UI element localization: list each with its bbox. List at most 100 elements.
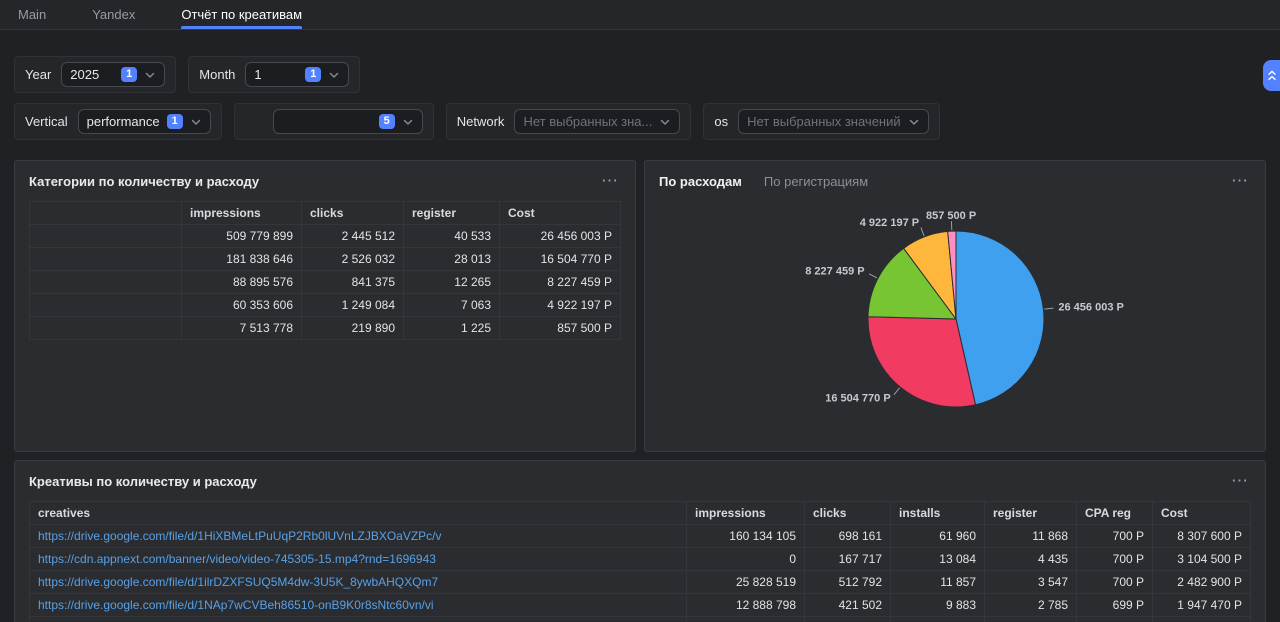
cell: 40 533 [404, 225, 500, 248]
pie-widget-tab-по-расходам[interactable]: По расходам [659, 174, 742, 189]
table-row: 88 895 576841 37512 2658 227 459 P [30, 271, 621, 294]
cell: 219 890 [302, 317, 404, 340]
dashboard: MainYandexОтчёт по креативам Year20251Mo… [0, 0, 1280, 622]
column-header-impressions[interactable]: impressions [182, 202, 302, 225]
filter-select-vertical[interactable]: performance1 [78, 109, 211, 134]
filter-select-month[interactable]: 11 [245, 62, 349, 87]
chevron-down-icon [908, 116, 920, 128]
creative-link[interactable]: https://drive.google.com/file/d/1NAp7wCV… [38, 598, 434, 612]
dashboard-grid: Категории по количеству и расходу ⋯ impr… [0, 160, 1280, 622]
categories-widget-menu-button[interactable]: ⋯ [599, 175, 621, 187]
table-row: 181 838 6462 526 03228 01316 504 770 P [30, 248, 621, 271]
top-navigation: Main Yandex Отчёт по креативам [0, 0, 1280, 30]
cell: 8 307 600 P [1153, 525, 1251, 548]
cell: 167 717 [805, 548, 891, 571]
pie-label-connector [921, 228, 924, 236]
filter-group-vertical: Verticalperformance1 [14, 103, 222, 140]
cell: https://drive.google.com/file/d/1NAp7wCV… [30, 594, 687, 617]
cell: 12 888 798 [687, 594, 805, 617]
filter-count-badge: 1 [167, 114, 183, 129]
cell: 8 370 395 [687, 617, 805, 622]
cell: 2 445 512 [302, 225, 404, 248]
cell: 160 134 105 [687, 525, 805, 548]
cell: 841 375 [302, 271, 404, 294]
cell: 700 P [1077, 571, 1153, 594]
cell: 3 104 500 P [1153, 548, 1251, 571]
column-header-cost[interactable]: Cost [500, 202, 621, 225]
filter-group-os: osНет выбранных значений [703, 103, 939, 140]
filter-select-network[interactable]: Нет выбранных зна... [514, 109, 680, 134]
filter-value: 1 [254, 67, 298, 82]
creatives-widget-menu-button[interactable]: ⋯ [1229, 475, 1251, 487]
cell: 28 013 [404, 248, 500, 271]
column-header-impressions[interactable]: impressions [687, 502, 805, 525]
table-row: https://drive.google.com/file/d/1HiXBMeL… [30, 525, 1251, 548]
dashboard-tab-отчёт-по-креативам[interactable]: Отчёт по креативам [181, 0, 302, 29]
chevron-down-icon [144, 69, 156, 81]
column-header-creatives[interactable]: creatives [30, 502, 687, 525]
categories-table: impressionsclicksregisterCost509 779 899… [29, 201, 621, 340]
filter-select-year[interactable]: 20251 [61, 62, 165, 87]
column-header-register[interactable]: register [404, 202, 500, 225]
dashboard-tab-yandex[interactable]: Yandex [92, 0, 135, 29]
column-header-cost[interactable]: Cost [1153, 502, 1251, 525]
filter-count-badge: 1 [121, 67, 137, 82]
creative-link[interactable]: https://drive.google.com/file/d/1ilrDZXF… [38, 575, 438, 589]
filter-value: Нет выбранных зна... [523, 114, 652, 129]
column-header-register[interactable]: register [985, 502, 1077, 525]
chevron-down-icon [328, 69, 340, 81]
pie-slice-label: 26 456 003 P [1058, 302, 1123, 314]
dashboard-tab-main[interactable]: Main [18, 0, 46, 29]
filter-count-badge: 5 [379, 114, 395, 129]
cell: 1 947 470 P [1153, 594, 1251, 617]
pie-slice-label: 8 227 459 P [805, 266, 864, 278]
creative-link[interactable]: https://drive.google.com/file/d/1HiXBMeL… [38, 529, 442, 543]
cost-pie-chart: 26 456 003 P16 504 770 P8 227 459 P4 922… [659, 201, 1253, 445]
chevron-down-icon [190, 116, 202, 128]
cell: 2 526 032 [302, 248, 404, 271]
cell: 7 063 [404, 294, 500, 317]
cell [30, 294, 182, 317]
cell: 698 161 [805, 525, 891, 548]
filter-select-unnamed[interactable]: 5 [273, 109, 423, 134]
cell [30, 225, 182, 248]
creatives-widget-title: Креативы по количеству и расходу [29, 474, 257, 489]
pie-widget-tab-по-регистрациям[interactable]: По регистрациям [764, 174, 868, 189]
column-header-installs[interactable]: installs [891, 502, 985, 525]
pie-widget-menu-button[interactable]: ⋯ [1229, 175, 1251, 187]
table-row: 60 353 6061 249 0847 0634 922 197 P [30, 294, 621, 317]
cell: 2 482 900 P [1153, 571, 1251, 594]
cell: 700 P [1077, 548, 1153, 571]
table-row: 509 779 8992 445 51240 53326 456 003 P [30, 225, 621, 248]
cell: 1 249 084 [302, 294, 404, 317]
cell: 4 922 197 P [500, 294, 621, 317]
pie-widget-tabs: По расходам По регистрациям [659, 174, 868, 189]
cell: 25 828 519 [687, 571, 805, 594]
column-header-cpa-reg[interactable]: CPA reg [1077, 502, 1153, 525]
column-header-clicks[interactable]: clicks [805, 502, 891, 525]
cell [30, 248, 182, 271]
cell: 857 500 P [500, 317, 621, 340]
cell: 8 227 459 P [500, 271, 621, 294]
pie-widget-header: По расходам По регистрациям ⋯ [659, 171, 1251, 191]
cell: 660 P [1077, 617, 1153, 622]
filters-row-2: Verticalperformance1 5 Network Нет выбранны… [0, 103, 1280, 140]
cell: 1 225 [404, 317, 500, 340]
categories-widget-title: Категории по количеству и расходу [29, 174, 259, 189]
filter-label: Network [457, 114, 505, 129]
cell: https://drive.google.com/file/d/1HiXBMeL… [30, 525, 687, 548]
cell: 61 960 [891, 525, 985, 548]
filter-select-os[interactable]: Нет выбранных значений [738, 109, 929, 134]
cell: 16 504 770 P [500, 248, 621, 271]
creative-link[interactable]: https://cdn.appnext.com/banner/video/vid… [38, 552, 436, 566]
cell: 428 028 [805, 617, 891, 622]
collapse-filters-button[interactable] [1263, 60, 1280, 91]
cell: 4 435 [985, 548, 1077, 571]
pie-label-connector [869, 274, 877, 278]
column-header-unnamed[interactable] [30, 202, 182, 225]
table-row: https://cdn.appnext.com/banner/video/vid… [30, 548, 1251, 571]
column-header-clicks[interactable]: clicks [302, 202, 404, 225]
cell: 6 050 [891, 617, 985, 622]
filter-label: Month [199, 67, 235, 82]
table-row: 7 513 778219 8901 225857 500 P [30, 317, 621, 340]
